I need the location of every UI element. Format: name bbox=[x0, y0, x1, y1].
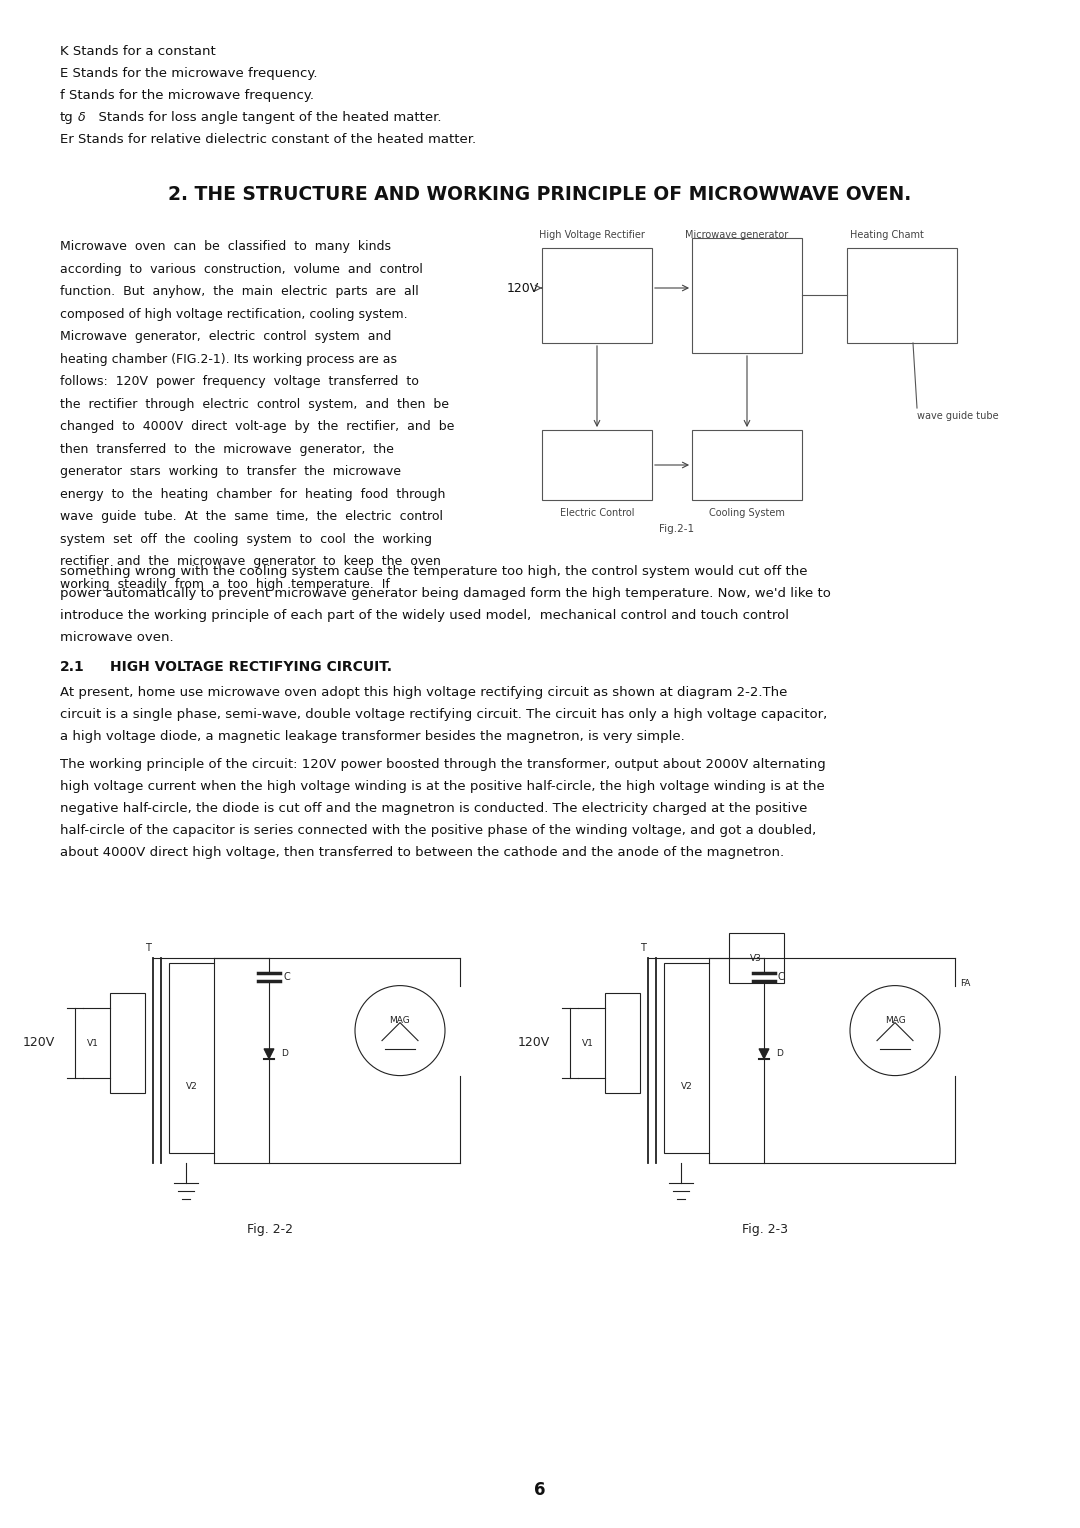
Text: Fig.2-1: Fig.2-1 bbox=[660, 524, 694, 533]
Text: High Voltage Rectifier: High Voltage Rectifier bbox=[539, 231, 645, 240]
Text: HIGH VOLTAGE RECTIFYING CIRCUIT.: HIGH VOLTAGE RECTIFYING CIRCUIT. bbox=[110, 660, 392, 674]
Text: Electric Control: Electric Control bbox=[559, 507, 634, 518]
Text: D: D bbox=[281, 1050, 288, 1059]
Text: D: D bbox=[777, 1050, 783, 1059]
Text: Er Stands for relative dielectric constant of the heated matter.: Er Stands for relative dielectric consta… bbox=[60, 133, 476, 147]
Text: then  transferred  to  the  microwave  generator,  the: then transferred to the microwave genera… bbox=[60, 443, 394, 455]
Text: T: T bbox=[145, 943, 151, 953]
Text: V2: V2 bbox=[186, 1082, 198, 1091]
Text: introduce the working principle of each part of the widely used model,  mechanic: introduce the working principle of each … bbox=[60, 610, 789, 622]
Text: 2.1: 2.1 bbox=[60, 660, 84, 674]
Text: Fig. 2-3: Fig. 2-3 bbox=[742, 1222, 788, 1236]
Text: Microwave  oven  can  be  classified  to  many  kinds: Microwave oven can be classified to many… bbox=[60, 240, 391, 254]
Bar bbox=[847, 248, 957, 342]
Text: The working principle of the circuit: 120V power boosted through the transformer: The working principle of the circuit: 12… bbox=[60, 758, 826, 772]
Text: FA: FA bbox=[960, 978, 970, 987]
Text: Microwave  generator,  electric  control  system  and: Microwave generator, electric control sy… bbox=[60, 330, 391, 342]
Text: microwave oven.: microwave oven. bbox=[60, 631, 174, 643]
Text: power automatically to prevent microwave generator being damaged form the high t: power automatically to prevent microwave… bbox=[60, 587, 831, 601]
Bar bbox=[542, 429, 652, 500]
Text: Cooling System: Cooling System bbox=[710, 507, 785, 518]
Text: E Stands for the microwave frequency.: E Stands for the microwave frequency. bbox=[60, 67, 318, 79]
Bar bbox=[542, 248, 652, 342]
Text: circuit is a single phase, semi-wave, double voltage rectifying circuit. The cir: circuit is a single phase, semi-wave, do… bbox=[60, 707, 827, 721]
Text: a high voltage diode, a magnetic leakage transformer besides the magnetron, is v: a high voltage diode, a magnetic leakage… bbox=[60, 730, 685, 743]
Text: 120V: 120V bbox=[507, 281, 539, 295]
Text: MAG: MAG bbox=[390, 1016, 410, 1025]
Bar bbox=[692, 238, 802, 353]
Polygon shape bbox=[264, 1048, 274, 1059]
Polygon shape bbox=[759, 1048, 769, 1059]
Text: wave guide tube: wave guide tube bbox=[917, 411, 999, 422]
Text: changed  to  4000V  direct  volt-age  by  the  rectifier,  and  be: changed to 4000V direct volt-age by the … bbox=[60, 420, 455, 432]
Text: V2: V2 bbox=[680, 1082, 692, 1091]
Text: C: C bbox=[778, 972, 785, 983]
Text: composed of high voltage rectification, cooling system.: composed of high voltage rectification, … bbox=[60, 307, 407, 321]
Bar bbox=[110, 993, 145, 1093]
Text: about 4000V direct high voltage, then transferred to between the cathode and the: about 4000V direct high voltage, then tr… bbox=[60, 847, 784, 859]
Text: Heating Chamt: Heating Chamt bbox=[850, 231, 923, 240]
Text: function.  But  anyhow,  the  main  electric  parts  are  all: function. But anyhow, the main electric … bbox=[60, 286, 419, 298]
Text: Fig. 2-2: Fig. 2-2 bbox=[247, 1222, 293, 1236]
Text: V1: V1 bbox=[87, 1039, 99, 1048]
Text: 120V: 120V bbox=[23, 1036, 55, 1050]
Text: K Stands for a constant: K Stands for a constant bbox=[60, 44, 216, 58]
Text: Stands for loss angle tangent of the heated matter.: Stands for loss angle tangent of the hea… bbox=[90, 112, 442, 124]
Text: 2. THE STRUCTURE AND WORKING PRINCIPLE OF MICROWWAVE OVEN.: 2. THE STRUCTURE AND WORKING PRINCIPLE O… bbox=[168, 185, 912, 205]
Text: follows:  120V  power  frequency  voltage  transferred  to: follows: 120V power frequency voltage tr… bbox=[60, 374, 419, 388]
Text: V3: V3 bbox=[751, 953, 761, 963]
Text: rectifier  and  the  microwave  generator  to  keep  the  oven: rectifier and the microwave generator to… bbox=[60, 555, 441, 568]
Text: heating chamber (FIG.2-1). Its working process are as: heating chamber (FIG.2-1). Its working p… bbox=[60, 353, 397, 365]
Text: f Stands for the microwave frequency.: f Stands for the microwave frequency. bbox=[60, 89, 314, 102]
Text: C: C bbox=[283, 972, 289, 983]
Text: 120V: 120V bbox=[517, 1036, 550, 1050]
Text: energy  to  the  heating  chamber  for  heating  food  through: energy to the heating chamber for heatin… bbox=[60, 487, 445, 501]
Text: T: T bbox=[640, 943, 646, 953]
Text: working  steadily  from  a  too  high  temperature.  If: working steadily from a too high tempera… bbox=[60, 578, 390, 590]
Text: tg: tg bbox=[60, 112, 73, 124]
Text: negative half-circle, the diode is cut off and the magnetron is conducted. The e: negative half-circle, the diode is cut o… bbox=[60, 802, 808, 814]
Bar bbox=[692, 429, 802, 500]
Text: 6: 6 bbox=[535, 1481, 545, 1499]
Text: system  set  off  the  cooling  system  to  cool  the  working: system set off the cooling system to coo… bbox=[60, 532, 432, 545]
Text: δ: δ bbox=[78, 112, 85, 124]
Text: generator  stars  working  to  transfer  the  microwave: generator stars working to transfer the … bbox=[60, 465, 401, 478]
Text: wave  guide  tube.  At  the  same  time,  the  electric  control: wave guide tube. At the same time, the e… bbox=[60, 510, 443, 523]
Text: Microwave generator: Microwave generator bbox=[686, 231, 788, 240]
Text: At present, home use microwave oven adopt this high voltage rectifying circuit a: At present, home use microwave oven adop… bbox=[60, 686, 787, 698]
Text: V1: V1 bbox=[582, 1039, 594, 1048]
Text: the  rectifier  through  electric  control  system,  and  then  be: the rectifier through electric control s… bbox=[60, 397, 449, 411]
Text: high voltage current when the high voltage winding is at the positive half-circl: high voltage current when the high volta… bbox=[60, 779, 825, 793]
Text: MAG: MAG bbox=[885, 1016, 905, 1025]
Bar bbox=[664, 963, 708, 1154]
Bar bbox=[605, 993, 640, 1093]
Text: something wrong with the cooling system cause the temperature too high, the cont: something wrong with the cooling system … bbox=[60, 565, 808, 578]
Text: according  to  various  construction,  volume  and  control: according to various construction, volum… bbox=[60, 263, 423, 275]
Bar bbox=[729, 934, 784, 983]
Bar bbox=[168, 963, 214, 1154]
Text: half-circle of the capacitor is series connected with the positive phase of the : half-circle of the capacitor is series c… bbox=[60, 824, 816, 837]
